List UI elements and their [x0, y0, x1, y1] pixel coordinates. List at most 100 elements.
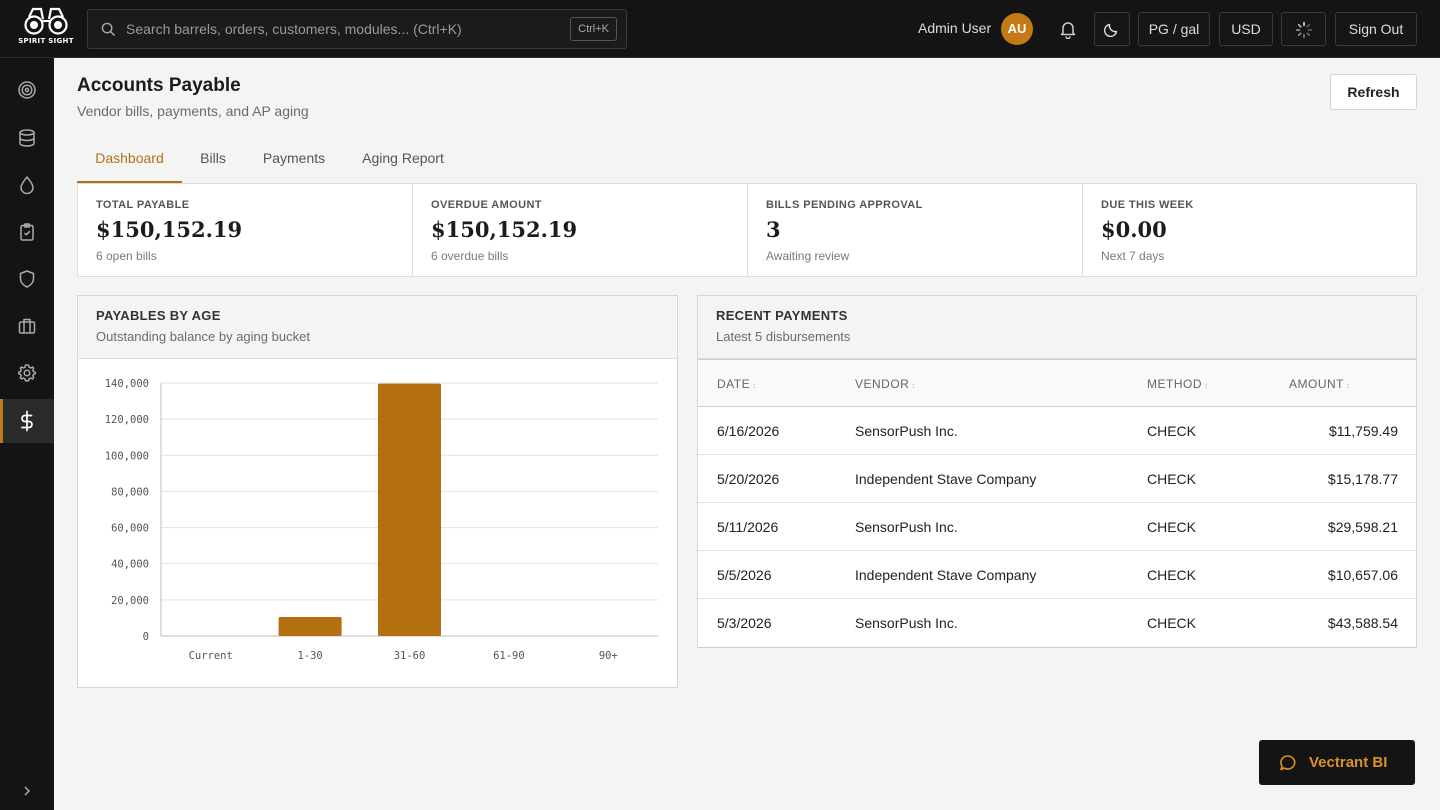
- card-header: PAYABLES BY AGE Outstanding balance by a…: [78, 296, 677, 359]
- table-row[interactable]: 6/16/2026 SensorPush Inc. CHECK $11,759.…: [698, 407, 1416, 455]
- card-title: RECENT PAYMENTS: [716, 308, 848, 323]
- kpi-bills-pending: BILLS PENDING APPROVAL 3 Awaiting review: [748, 184, 1083, 276]
- chevron-right-icon: [24, 786, 31, 796]
- chart-bar[interactable]: [278, 617, 342, 636]
- cell-date: 5/11/2026: [717, 519, 779, 535]
- sidebar-item-orders[interactable]: [0, 210, 54, 254]
- assistant-label: Vectrant BI: [1309, 754, 1388, 771]
- sign-out-button[interactable]: Sign Out: [1335, 12, 1417, 46]
- binoculars-icon: [24, 7, 68, 35]
- user-name[interactable]: Admin User: [918, 20, 992, 36]
- column-header-vendor[interactable]: VENDOR ↕: [855, 377, 916, 391]
- cell-method: CHECK: [1147, 423, 1197, 439]
- moon-icon: [1103, 23, 1118, 38]
- search-shortcut-badge: Ctrl+K: [570, 17, 617, 41]
- gear-icon: [17, 364, 37, 382]
- search-icon: [101, 22, 116, 37]
- avatar[interactable]: AU: [1001, 13, 1033, 45]
- cell-method: CHECK: [1147, 471, 1197, 487]
- x-tick-label: 1-30: [297, 650, 322, 662]
- top-bar: SPIRIT SIGHT Ctrl+K Admin User AU PG / g…: [0, 0, 1440, 58]
- sidebar-item-compliance[interactable]: [0, 257, 54, 301]
- sidebar-expand-button[interactable]: [0, 778, 54, 804]
- table-row[interactable]: 5/5/2026 Independent Stave Company CHECK…: [698, 551, 1416, 599]
- kpi-strip: TOTAL PAYABLE $150,152.19 6 open bills O…: [77, 183, 1417, 277]
- briefcase-icon: [18, 318, 36, 334]
- cell-method: CHECK: [1147, 519, 1197, 535]
- sidebar: [0, 58, 54, 810]
- search-input[interactable]: [126, 19, 556, 39]
- tab-bills[interactable]: Bills: [200, 150, 226, 166]
- sort-icon: ↕: [1204, 381, 1209, 390]
- refresh-button[interactable]: Refresh: [1330, 74, 1417, 110]
- kpi-sub: 6 overdue bills: [431, 249, 509, 263]
- notification-bell-icon[interactable]: [1058, 19, 1078, 44]
- sidebar-item-inventory[interactable]: [0, 116, 54, 160]
- x-tick-label: 90+: [599, 650, 618, 662]
- column-header-method[interactable]: METHOD ↕: [1147, 377, 1209, 391]
- column-header-amount[interactable]: AMOUNT ↕: [1289, 377, 1351, 391]
- currency-selector-button[interactable]: USD: [1219, 12, 1273, 46]
- kpi-value: $150,152.19: [431, 217, 578, 242]
- y-tick-label: 0: [143, 631, 149, 643]
- chart-bar[interactable]: [378, 383, 441, 636]
- y-tick-label: 40,000: [111, 559, 149, 571]
- sidebar-item-dashboard[interactable]: [0, 68, 54, 112]
- card-title: PAYABLES BY AGE: [96, 308, 221, 323]
- database-icon: [19, 129, 35, 147]
- kpi-overdue-amount: OVERDUE AMOUNT $150,152.19 6 overdue bil…: [413, 184, 748, 276]
- x-tick-label: 61-90: [493, 650, 525, 662]
- kpi-sub: 6 open bills: [96, 249, 157, 263]
- column-label: DATE: [717, 377, 751, 391]
- sort-icon: ↕: [1346, 381, 1351, 390]
- tab-dashboard[interactable]: Dashboard: [77, 140, 182, 183]
- y-tick-label: 120,000: [105, 414, 149, 426]
- x-tick-label: 31-60: [394, 650, 426, 662]
- cell-date: 5/20/2026: [717, 471, 780, 487]
- table-row[interactable]: 5/11/2026 SensorPush Inc. CHECK $29,598.…: [698, 503, 1416, 551]
- cell-amount: $15,178.77: [1327, 471, 1398, 487]
- sidebar-item-production[interactable]: [0, 163, 54, 207]
- column-header-date[interactable]: DATE ↕: [717, 377, 757, 391]
- kpi-due-this-week: DUE THIS WEEK $0.00 Next 7 days: [1083, 184, 1416, 276]
- sidebar-item-settings[interactable]: [0, 351, 54, 395]
- cell-vendor: SensorPush Inc.: [855, 615, 958, 631]
- payables-by-age-card: PAYABLES BY AGE Outstanding balance by a…: [77, 295, 678, 688]
- kpi-value: $0.00: [1101, 217, 1167, 242]
- payments-table: DATE ↕ VENDOR ↕ METHOD ↕ AMOUNT ↕ 6/16/2026 …: [698, 359, 1416, 648]
- kpi-value: 3: [766, 217, 781, 242]
- column-label: VENDOR: [855, 377, 910, 391]
- logo-text: SPIRIT SIGHT: [18, 37, 74, 45]
- kpi-sub: Awaiting review: [766, 249, 850, 263]
- kpi-label: DUE THIS WEEK: [1101, 199, 1194, 211]
- chat-bubble-icon: [1280, 755, 1296, 771]
- unit-selector-button[interactable]: PG / gal: [1138, 12, 1210, 46]
- tab-bar: Dashboard Bills Payments Aging Report: [77, 140, 1417, 184]
- dollar-icon: [21, 410, 33, 432]
- card-subtitle: Outstanding balance by aging bucket: [96, 329, 310, 344]
- table-row[interactable]: 5/20/2026 Independent Stave Company CHEC…: [698, 455, 1416, 503]
- loading-spinner-button[interactable]: [1281, 12, 1326, 46]
- tab-aging-report[interactable]: Aging Report: [362, 150, 444, 166]
- aging-bar-chart: 0 20,000 40,000 60,000 80,000 100,000 120,000 1…: [105, 378, 658, 662]
- column-label: METHOD: [1147, 377, 1202, 391]
- cell-amount: $29,598.21: [1327, 519, 1398, 535]
- y-tick-label: 20,000: [111, 595, 149, 607]
- sidebar-item-finance[interactable]: [0, 399, 54, 443]
- sidebar-item-business[interactable]: [0, 304, 54, 348]
- kpi-value: $150,152.19: [96, 217, 243, 242]
- theme-toggle-button[interactable]: [1094, 12, 1130, 46]
- kpi-total-payable: TOTAL PAYABLE $150,152.19 6 open bills: [78, 184, 413, 276]
- cell-date: 5/5/2026: [717, 567, 772, 583]
- tab-payments[interactable]: Payments: [262, 150, 326, 166]
- assistant-chat-button[interactable]: Vectrant BI: [1259, 740, 1415, 785]
- y-tick-label: 80,000: [111, 486, 149, 498]
- search-box[interactable]: Ctrl+K: [87, 9, 627, 49]
- cell-vendor: SensorPush Inc.: [855, 519, 958, 535]
- y-tick-label: 140,000: [105, 378, 149, 390]
- kpi-label: TOTAL PAYABLE: [96, 199, 190, 211]
- cell-amount: $11,759.49: [1328, 423, 1398, 439]
- app-logo[interactable]: SPIRIT SIGHT: [18, 6, 74, 52]
- table-row[interactable]: 5/3/2026 SensorPush Inc. CHECK $43,588.5…: [698, 599, 1416, 647]
- kpi-label: BILLS PENDING APPROVAL: [766, 199, 923, 211]
